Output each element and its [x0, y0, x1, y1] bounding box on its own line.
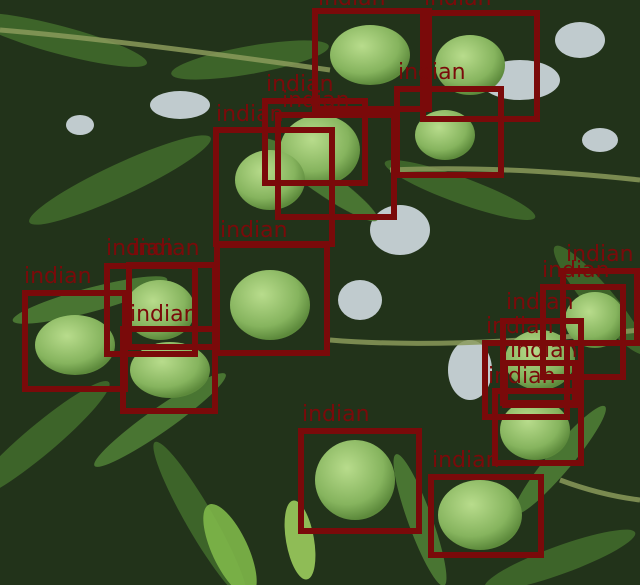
detection-box: [492, 388, 584, 466]
detection-box: [502, 360, 578, 408]
detection-label: indian: [106, 236, 174, 261]
detection-label: indian: [510, 338, 578, 363]
detection-box: [560, 268, 640, 346]
detection-label: indian: [24, 264, 92, 289]
detection-label: indian: [398, 60, 466, 85]
detection-box: [213, 127, 335, 247]
detection-label: indian: [432, 448, 500, 473]
detection-box: [120, 326, 218, 414]
detection-box: [298, 428, 422, 534]
detection-box: [214, 242, 330, 356]
detection-box: [275, 112, 397, 220]
detection-box: [312, 8, 432, 112]
detection-label: indian: [566, 242, 634, 267]
detection-box: [482, 340, 570, 420]
detection-box: [394, 86, 504, 178]
detection-label: indian: [220, 218, 288, 243]
detection-box: [428, 474, 544, 558]
detection-label: indian: [506, 290, 574, 315]
detection-box: [126, 262, 218, 350]
detection-label: indian: [424, 0, 492, 10]
detection-label: indian: [132, 236, 200, 261]
detection-box: [540, 284, 626, 380]
detection-box: [420, 10, 540, 122]
detection-label: indian: [318, 0, 386, 10]
detection-label: indian: [130, 302, 198, 327]
detection-label: indian: [302, 402, 370, 427]
